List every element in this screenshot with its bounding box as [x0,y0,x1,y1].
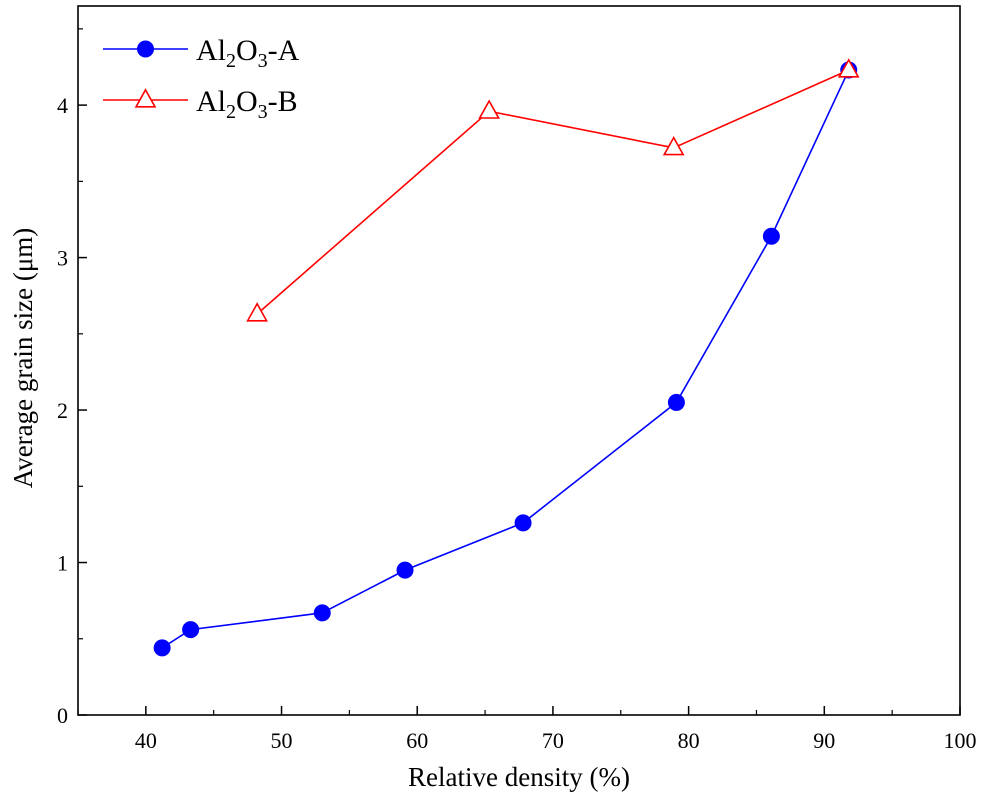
y-tick-label: 3 [57,246,68,271]
data-point [182,621,200,639]
legend-label: Al2O3-A [196,34,300,72]
y-tick-label: 4 [57,93,68,118]
y-tick-label: 0 [57,703,68,728]
data-point [246,302,268,322]
data-point [396,561,414,579]
data-point [313,604,331,622]
x-tick-label: 80 [678,728,700,753]
plot-frame [77,5,961,716]
legend-label-text: Al [196,34,226,67]
data-point [837,58,860,78]
legend-label-text: O [236,85,258,118]
legend-label-subscript: 3 [258,50,268,72]
legend-marker [137,40,154,58]
data-point [478,99,501,119]
legend-label-subscript: 2 [226,101,236,123]
x-tick-label: 70 [542,728,564,753]
legend-marker [134,88,157,108]
x-tick-label: 50 [271,728,293,753]
x-tick-label: 100 [944,728,977,753]
x-tick-label: 60 [406,728,428,753]
legend-label-text: -A [268,34,300,67]
legend-label: Al2O3-B [196,85,298,123]
y-tick-label: 2 [57,398,68,423]
y-axis-title: Average grain size (μm) [8,228,38,489]
data-point [762,227,780,245]
legend-item: Al2O3-B [103,85,298,123]
legend-label-subscript: 3 [258,101,268,123]
data-point [667,393,685,411]
legend-label-subscript: 2 [226,50,236,72]
data-point [153,639,171,657]
series-layer [153,58,860,657]
series-line [161,69,850,649]
data-point [514,514,532,532]
x-tick-label: 90 [813,728,835,753]
legend-item: Al2O3-A [103,34,300,72]
series-Al2O3-A [153,61,858,657]
legend-label-text: O [236,34,258,67]
y-tick-label: 1 [57,551,68,576]
x-axis-title: Relative density (%) [408,762,630,792]
x-tick-label: 40 [135,728,157,753]
data-point [662,135,685,156]
series-Al2O3-B [246,58,860,322]
legend-label-text: Al [196,85,226,118]
series-line [256,69,850,315]
legend-label-text: -B [268,85,298,118]
